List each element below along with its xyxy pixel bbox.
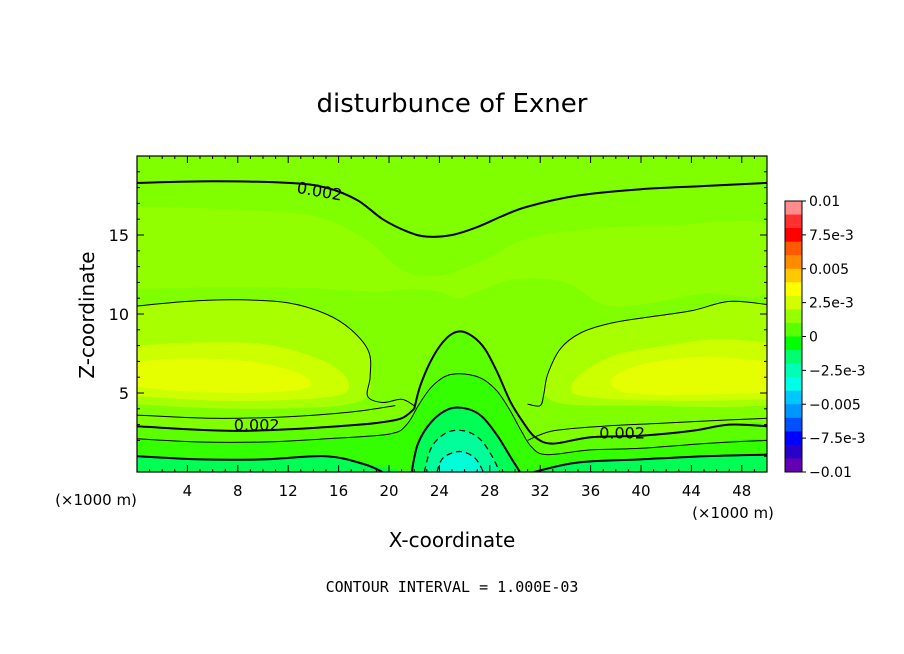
y-tick-label: 5: [119, 384, 129, 403]
y-axis-ticks: 5 10 15: [109, 171, 767, 457]
colorbar-swatch: [785, 404, 802, 419]
colorbar-swatch: [785, 350, 802, 365]
contour-lines: [137, 180, 767, 472]
colorbar-tick-label: 0: [809, 330, 818, 346]
contour-line: [137, 373, 767, 456]
x-tick-label: 4: [183, 482, 193, 500]
colorbar-swatch: [785, 390, 802, 405]
field-left-max: [137, 358, 312, 394]
colorbar-tick-label: −2.5e-3: [809, 363, 866, 379]
contour-interval-note: CONTOUR INTERVAL = 1.000E-03: [326, 578, 579, 596]
x-tick-label: 44: [682, 482, 701, 500]
contour-line: [137, 455, 384, 472]
colorbar-swatch: [785, 322, 802, 337]
contour-line: [533, 453, 767, 472]
field-right-max: [610, 356, 767, 395]
x-tick-label: 32: [531, 482, 550, 500]
colorbar-swatch: [785, 458, 802, 473]
x-tick-label: 36: [581, 482, 600, 500]
chart-title: disturbunce of Exner: [317, 89, 588, 119]
contour-label: 0.002: [599, 424, 645, 443]
colorbar-swatch: [785, 282, 802, 297]
contour-line: [527, 300, 767, 407]
field-band-upper: [137, 206, 767, 307]
field-negative-2: [436, 451, 484, 472]
x-tick-label: 16: [329, 482, 348, 500]
colorbar-swatch: [785, 214, 802, 229]
colorbar-tick-label: −0.005: [809, 397, 861, 413]
contour-line: [137, 299, 415, 407]
contour-label: 0.002: [234, 416, 280, 435]
colorbar-swatch: [785, 309, 802, 324]
svg-text:0.002: 0.002: [599, 424, 645, 443]
contour-line: [527, 417, 767, 441]
contour-line: [137, 408, 415, 432]
x-tick-label: 48: [732, 482, 751, 500]
x-tick-label: 20: [379, 482, 398, 500]
y-axis-label: Z-coordinate: [75, 251, 99, 378]
y-tick-label: 10: [109, 305, 129, 324]
colorbar-tick-label: −7.5e-3: [809, 431, 866, 447]
y-tick-label: 15: [109, 226, 129, 245]
filled-contour-field: [137, 156, 767, 472]
x-tick-label: 8: [233, 482, 243, 500]
colorbar-swatch: [785, 268, 802, 283]
contour-line: [436, 450, 485, 472]
colorbar-swatch: [785, 377, 802, 392]
colorbar-swatch: [785, 255, 802, 270]
colorbar-swatch: [785, 417, 802, 432]
x-axis-unit: (×1000 m): [692, 504, 774, 522]
field-zero-right: [533, 453, 767, 472]
contour-line: [413, 330, 767, 445]
colorbar-swatch: [785, 241, 802, 256]
contour-line: [410, 406, 521, 472]
colorbar-tick-label: 0.01: [809, 194, 840, 210]
colorbar-swatch: [785, 295, 802, 310]
colorbar-tick-label: 7.5e-3: [809, 228, 854, 244]
colorbar-tick-label: −0.01: [809, 465, 852, 481]
colorbar-tick-label: 0.005: [809, 262, 849, 278]
colorbar-swatch: [785, 336, 802, 351]
colorbar-swatch: [785, 228, 802, 243]
x-tick-label: 12: [279, 482, 298, 500]
colorbar-swatch: [785, 201, 802, 216]
x-tick-label: 24: [430, 482, 449, 500]
colorbar: 0.01 7.5e-3 0.005 2.5e-3 0 −2.5e-3 −0.005 −7.5e…: [784, 194, 866, 481]
colorbar-swatch: [785, 444, 802, 459]
colorbar-tick-label: 2.5e-3: [809, 296, 854, 312]
x-axis-ticks: 4 8 12 16 20 24 28 32 36 40 44 48: [149, 156, 755, 500]
x-tick-label: 40: [631, 482, 650, 500]
colorbar-swatch: [785, 431, 802, 446]
contour-line: [423, 429, 501, 472]
svg-text:0.002: 0.002: [234, 416, 280, 435]
x-tick-label: 28: [480, 482, 499, 500]
contour-line: [137, 180, 767, 238]
y-axis-unit: (×1000 m): [55, 491, 137, 509]
colorbar-swatch: [785, 363, 802, 378]
x-axis-label: X-coordinate: [389, 528, 516, 552]
contour-line: [137, 405, 396, 419]
